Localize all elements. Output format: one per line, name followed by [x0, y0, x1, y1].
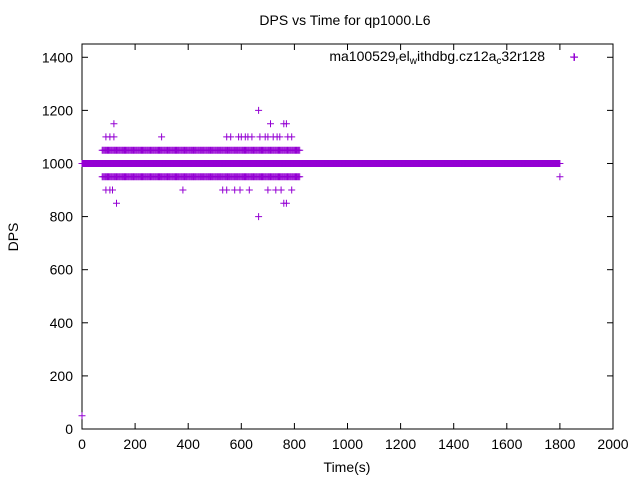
- legend: ma100529relwithdbg.cz12ac32r128: [329, 48, 578, 67]
- data-point: [227, 133, 235, 141]
- data-point: [296, 173, 304, 181]
- data-point: [556, 160, 564, 167]
- data-point: [277, 186, 285, 194]
- data-point: [248, 133, 256, 141]
- y-tick-label: 800: [50, 209, 74, 225]
- legend-text-part: ithdbg.cz12a: [417, 48, 497, 64]
- x-axis-title: Time(s): [324, 459, 371, 475]
- data-point: [109, 186, 116, 194]
- x-tick-label: 1200: [385, 436, 416, 452]
- data-point: [255, 213, 263, 221]
- legend-subscript: w: [409, 56, 418, 67]
- x-tick-label: 1000: [332, 436, 363, 452]
- x-tick-label: 1400: [438, 436, 469, 452]
- data-point: [223, 186, 231, 194]
- legend-label: ma100529relwithdbg.cz12ac32r128: [329, 48, 545, 67]
- x-tick-label: 400: [177, 436, 201, 452]
- y-tick-label: 400: [50, 315, 74, 331]
- x-tick-label: 2000: [597, 436, 628, 452]
- data-point: [264, 186, 272, 194]
- data-point: [282, 199, 290, 207]
- x-tick-label: 800: [283, 436, 307, 452]
- data-points: [78, 53, 578, 420]
- y-tick-label: 1400: [42, 49, 73, 65]
- data-point: [288, 133, 296, 141]
- y-tick-label: 1000: [42, 155, 73, 171]
- y-tick-label: 200: [50, 368, 74, 384]
- legend-text-part: el: [399, 48, 410, 64]
- data-point: [296, 146, 304, 154]
- data-point: [179, 186, 187, 194]
- plot-frame: [81, 43, 614, 430]
- data-point: [236, 186, 244, 194]
- data-point: [571, 53, 578, 61]
- data-point: [158, 133, 166, 141]
- data-point: [78, 412, 86, 420]
- data-point: [556, 173, 564, 181]
- x-tick-label: 1600: [491, 436, 522, 452]
- data-point: [288, 186, 296, 194]
- x-axis: 0 200 400 600 800 1000 1200 1400 1600 1800 2000: [78, 44, 629, 452]
- legend-text-part: 32r128: [501, 48, 545, 64]
- x-tick-label: 1800: [544, 436, 575, 452]
- y-axis: 0 200 400 600 800 1000 1200 1400: [42, 49, 613, 437]
- x-tick-label: 200: [123, 436, 147, 452]
- data-point: [113, 199, 120, 207]
- data-point: [110, 133, 118, 141]
- y-tick-label: 0: [65, 421, 73, 437]
- data-point: [110, 120, 118, 128]
- data-point: [245, 186, 253, 194]
- x-tick-label: 600: [230, 436, 254, 452]
- data-point: [267, 120, 274, 128]
- y-tick-label: 600: [50, 262, 74, 278]
- legend-subscript: r: [396, 56, 400, 67]
- data-point: [255, 106, 263, 114]
- legend-text-part: ma100529: [329, 48, 395, 64]
- y-tick-label: 1200: [42, 102, 73, 118]
- y-axis-title: DPS: [5, 223, 21, 252]
- data-point: [276, 133, 284, 141]
- data-point: [282, 120, 290, 128]
- chart-title: DPS vs Time for qp1000.L6: [259, 12, 430, 28]
- x-tick-label: 0: [78, 436, 86, 452]
- legend-subscript: c: [496, 56, 501, 67]
